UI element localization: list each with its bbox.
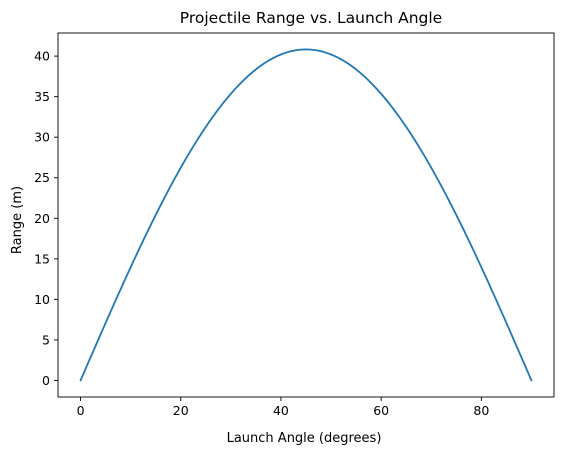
y-tick-label: 10 xyxy=(34,292,50,307)
y-tick-label: 15 xyxy=(34,251,50,266)
x-tick-label: 60 xyxy=(373,403,389,418)
axes-frame xyxy=(57,32,555,398)
x-tick-label: 80 xyxy=(473,403,489,418)
x-tick-label: 20 xyxy=(173,403,189,418)
series-line-0 xyxy=(79,48,533,382)
y-tick-label: 0 xyxy=(42,373,50,388)
y-tick-label: 5 xyxy=(42,332,50,347)
y-tick-label: 25 xyxy=(34,170,50,185)
y-tick-label: 20 xyxy=(34,211,50,226)
y-axis-label: Range (m) xyxy=(10,186,25,254)
y-tick-label: 30 xyxy=(34,130,50,145)
x-tick-label: 0 xyxy=(77,403,85,418)
x-axis-label: Launch Angle (degrees) xyxy=(227,431,382,446)
y-tick-label: 40 xyxy=(34,49,50,64)
chart-title: Projectile Range vs. Launch Angle xyxy=(180,9,442,27)
plot-area: 0 20 40 60 80 0 5 10 15 20 25 30 35 40 xyxy=(34,32,555,418)
y-tick-label: 35 xyxy=(34,89,50,104)
x-tick-label: 40 xyxy=(273,403,289,418)
